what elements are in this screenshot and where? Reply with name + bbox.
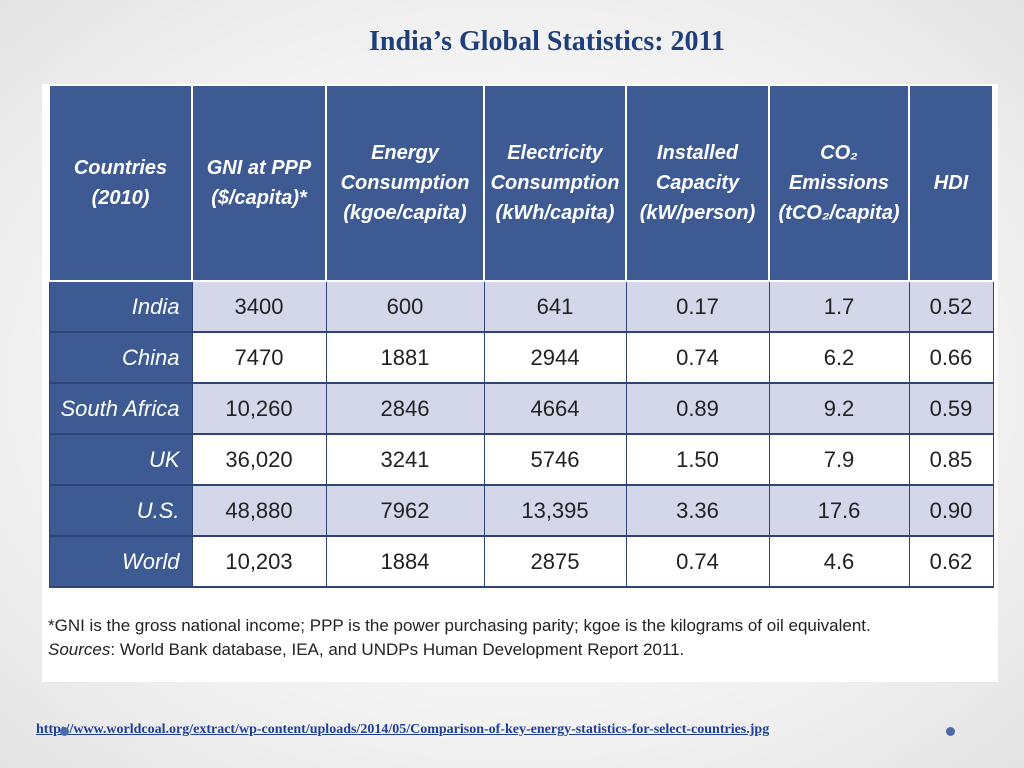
co2-cell: 9.2 bbox=[768, 382, 910, 435]
table-row: India 3400 600 641 0.17 1.7 0.52 bbox=[48, 280, 994, 333]
electricity-cell: 13,395 bbox=[483, 484, 627, 537]
energy-cell: 600 bbox=[325, 280, 485, 333]
capacity-cell: 0.74 bbox=[625, 331, 770, 384]
statistics-panel: Countries (2010) GNI at PPP ($/capita)* … bbox=[42, 84, 998, 682]
electricity-cell: 4664 bbox=[483, 382, 627, 435]
column-header-hdi: HDI bbox=[908, 84, 994, 282]
slide-title: India’s Global Statistics: 2011 bbox=[0, 26, 1024, 58]
gni-cell: 48,880 bbox=[191, 484, 327, 537]
capacity-cell: 0.89 bbox=[625, 382, 770, 435]
gni-cell: 7470 bbox=[191, 331, 327, 384]
energy-cell: 1881 bbox=[325, 331, 485, 384]
column-header-electricity: Electricity Consumption (kWh/capita) bbox=[483, 84, 627, 282]
electricity-cell: 2944 bbox=[483, 331, 627, 384]
bullet-dot-icon bbox=[60, 727, 69, 736]
capacity-cell: 0.17 bbox=[625, 280, 770, 333]
hdi-cell: 0.85 bbox=[908, 433, 994, 486]
sources-text: : World Bank database, IEA, and UNDPs Hu… bbox=[110, 640, 685, 659]
country-cell: World bbox=[48, 535, 193, 588]
electricity-cell: 5746 bbox=[483, 433, 627, 486]
footnote: *GNI is the gross national income; PPP i… bbox=[48, 614, 988, 662]
hdi-cell: 0.52 bbox=[908, 280, 994, 333]
column-header-energy: Energy Consumption (kgoe/capita) bbox=[325, 84, 485, 282]
hdi-cell: 0.66 bbox=[908, 331, 994, 384]
gni-cell: 10,203 bbox=[191, 535, 327, 588]
co2-cell: 4.6 bbox=[768, 535, 910, 588]
table-row: U.S. 48,880 7962 13,395 3.36 17.6 0.90 bbox=[48, 484, 994, 537]
hdi-cell: 0.62 bbox=[908, 535, 994, 588]
source-link[interactable]: http://www.worldcoal.org/extract/wp-cont… bbox=[36, 722, 770, 737]
hdi-cell: 0.59 bbox=[908, 382, 994, 435]
gni-cell: 36,020 bbox=[191, 433, 327, 486]
electricity-cell: 2875 bbox=[483, 535, 627, 588]
sources-label: Sources bbox=[48, 640, 111, 659]
country-cell: China bbox=[48, 331, 193, 384]
gni-cell: 10,260 bbox=[191, 382, 327, 435]
co2-cell: 7.9 bbox=[768, 433, 910, 486]
country-cell: India bbox=[48, 280, 193, 333]
statistics-table: Countries (2010) GNI at PPP ($/capita)* … bbox=[48, 84, 994, 588]
table-header-row: Countries (2010) GNI at PPP ($/capita)* … bbox=[48, 84, 994, 282]
footnote-sources: Sources: World Bank database, IEA, and U… bbox=[48, 638, 988, 662]
slide-title-text: India’s Global Statistics: 2011 bbox=[368, 26, 725, 57]
table-row: UK 36,020 3241 5746 1.50 7.9 0.85 bbox=[48, 433, 994, 486]
capacity-cell: 0.74 bbox=[625, 535, 770, 588]
column-header-country: Countries (2010) bbox=[48, 84, 193, 282]
co2-cell: 6.2 bbox=[768, 331, 910, 384]
footnote-definitions: *GNI is the gross national income; PPP i… bbox=[48, 616, 871, 635]
energy-cell: 2846 bbox=[325, 382, 485, 435]
table-row: South Africa 10,260 2846 4664 0.89 9.2 0… bbox=[48, 382, 994, 435]
energy-cell: 3241 bbox=[325, 433, 485, 486]
country-cell: U.S. bbox=[48, 484, 193, 537]
gni-cell: 3400 bbox=[191, 280, 327, 333]
co2-cell: 17.6 bbox=[768, 484, 910, 537]
column-header-gni: GNI at PPP ($/capita)* bbox=[191, 84, 327, 282]
country-cell: South Africa bbox=[48, 382, 193, 435]
capacity-cell: 3.36 bbox=[625, 484, 770, 537]
capacity-cell: 1.50 bbox=[625, 433, 770, 486]
co2-cell: 1.7 bbox=[768, 280, 910, 333]
country-cell: UK bbox=[48, 433, 193, 486]
bullet-dot-icon bbox=[946, 727, 955, 736]
column-header-co2: CO₂ Emissions (tCO₂/capita) bbox=[768, 84, 910, 282]
table-row: China 7470 1881 2944 0.74 6.2 0.66 bbox=[48, 331, 994, 384]
energy-cell: 1884 bbox=[325, 535, 485, 588]
column-header-capacity: Installed Capacity (kW/person) bbox=[625, 84, 770, 282]
hdi-cell: 0.90 bbox=[908, 484, 994, 537]
electricity-cell: 641 bbox=[483, 280, 627, 333]
table-row: World 10,203 1884 2875 0.74 4.6 0.62 bbox=[48, 535, 994, 588]
energy-cell: 7962 bbox=[325, 484, 485, 537]
